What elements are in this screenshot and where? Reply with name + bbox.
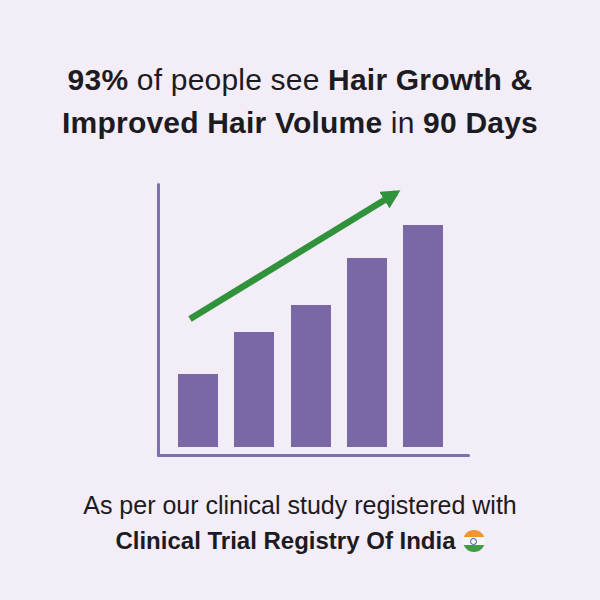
headline-bold-90-days: 90 Days	[423, 106, 538, 139]
headline-line-1: 93% of people see Hair Growth &	[0, 58, 600, 101]
india-flag-icon	[463, 530, 485, 552]
headline-regular: of people see	[128, 63, 328, 96]
trend-arrow-icon	[157, 183, 470, 457]
headline-bold-93: 93%	[68, 63, 129, 96]
footnote-line-1: As per our clinical study registered wit…	[0, 487, 600, 523]
headline-regular-in: in	[382, 106, 423, 139]
headline-bold-hair-growth: Hair Growth &	[328, 63, 532, 96]
headline: 93% of people see Hair Growth & Improved…	[0, 58, 600, 144]
headline-line-2: Improved Hair Volume in 90 Days	[0, 101, 600, 144]
ashoka-chakra-icon	[470, 538, 477, 545]
footnote-line-2: Clinical Trial Registry Of India	[0, 523, 600, 559]
footnote-registry-name: Clinical Trial Registry Of India	[115, 527, 455, 554]
headline-bold-volume: Improved Hair Volume	[62, 106, 382, 139]
bar-chart	[157, 183, 470, 457]
footnote: As per our clinical study registered wit…	[0, 487, 600, 559]
